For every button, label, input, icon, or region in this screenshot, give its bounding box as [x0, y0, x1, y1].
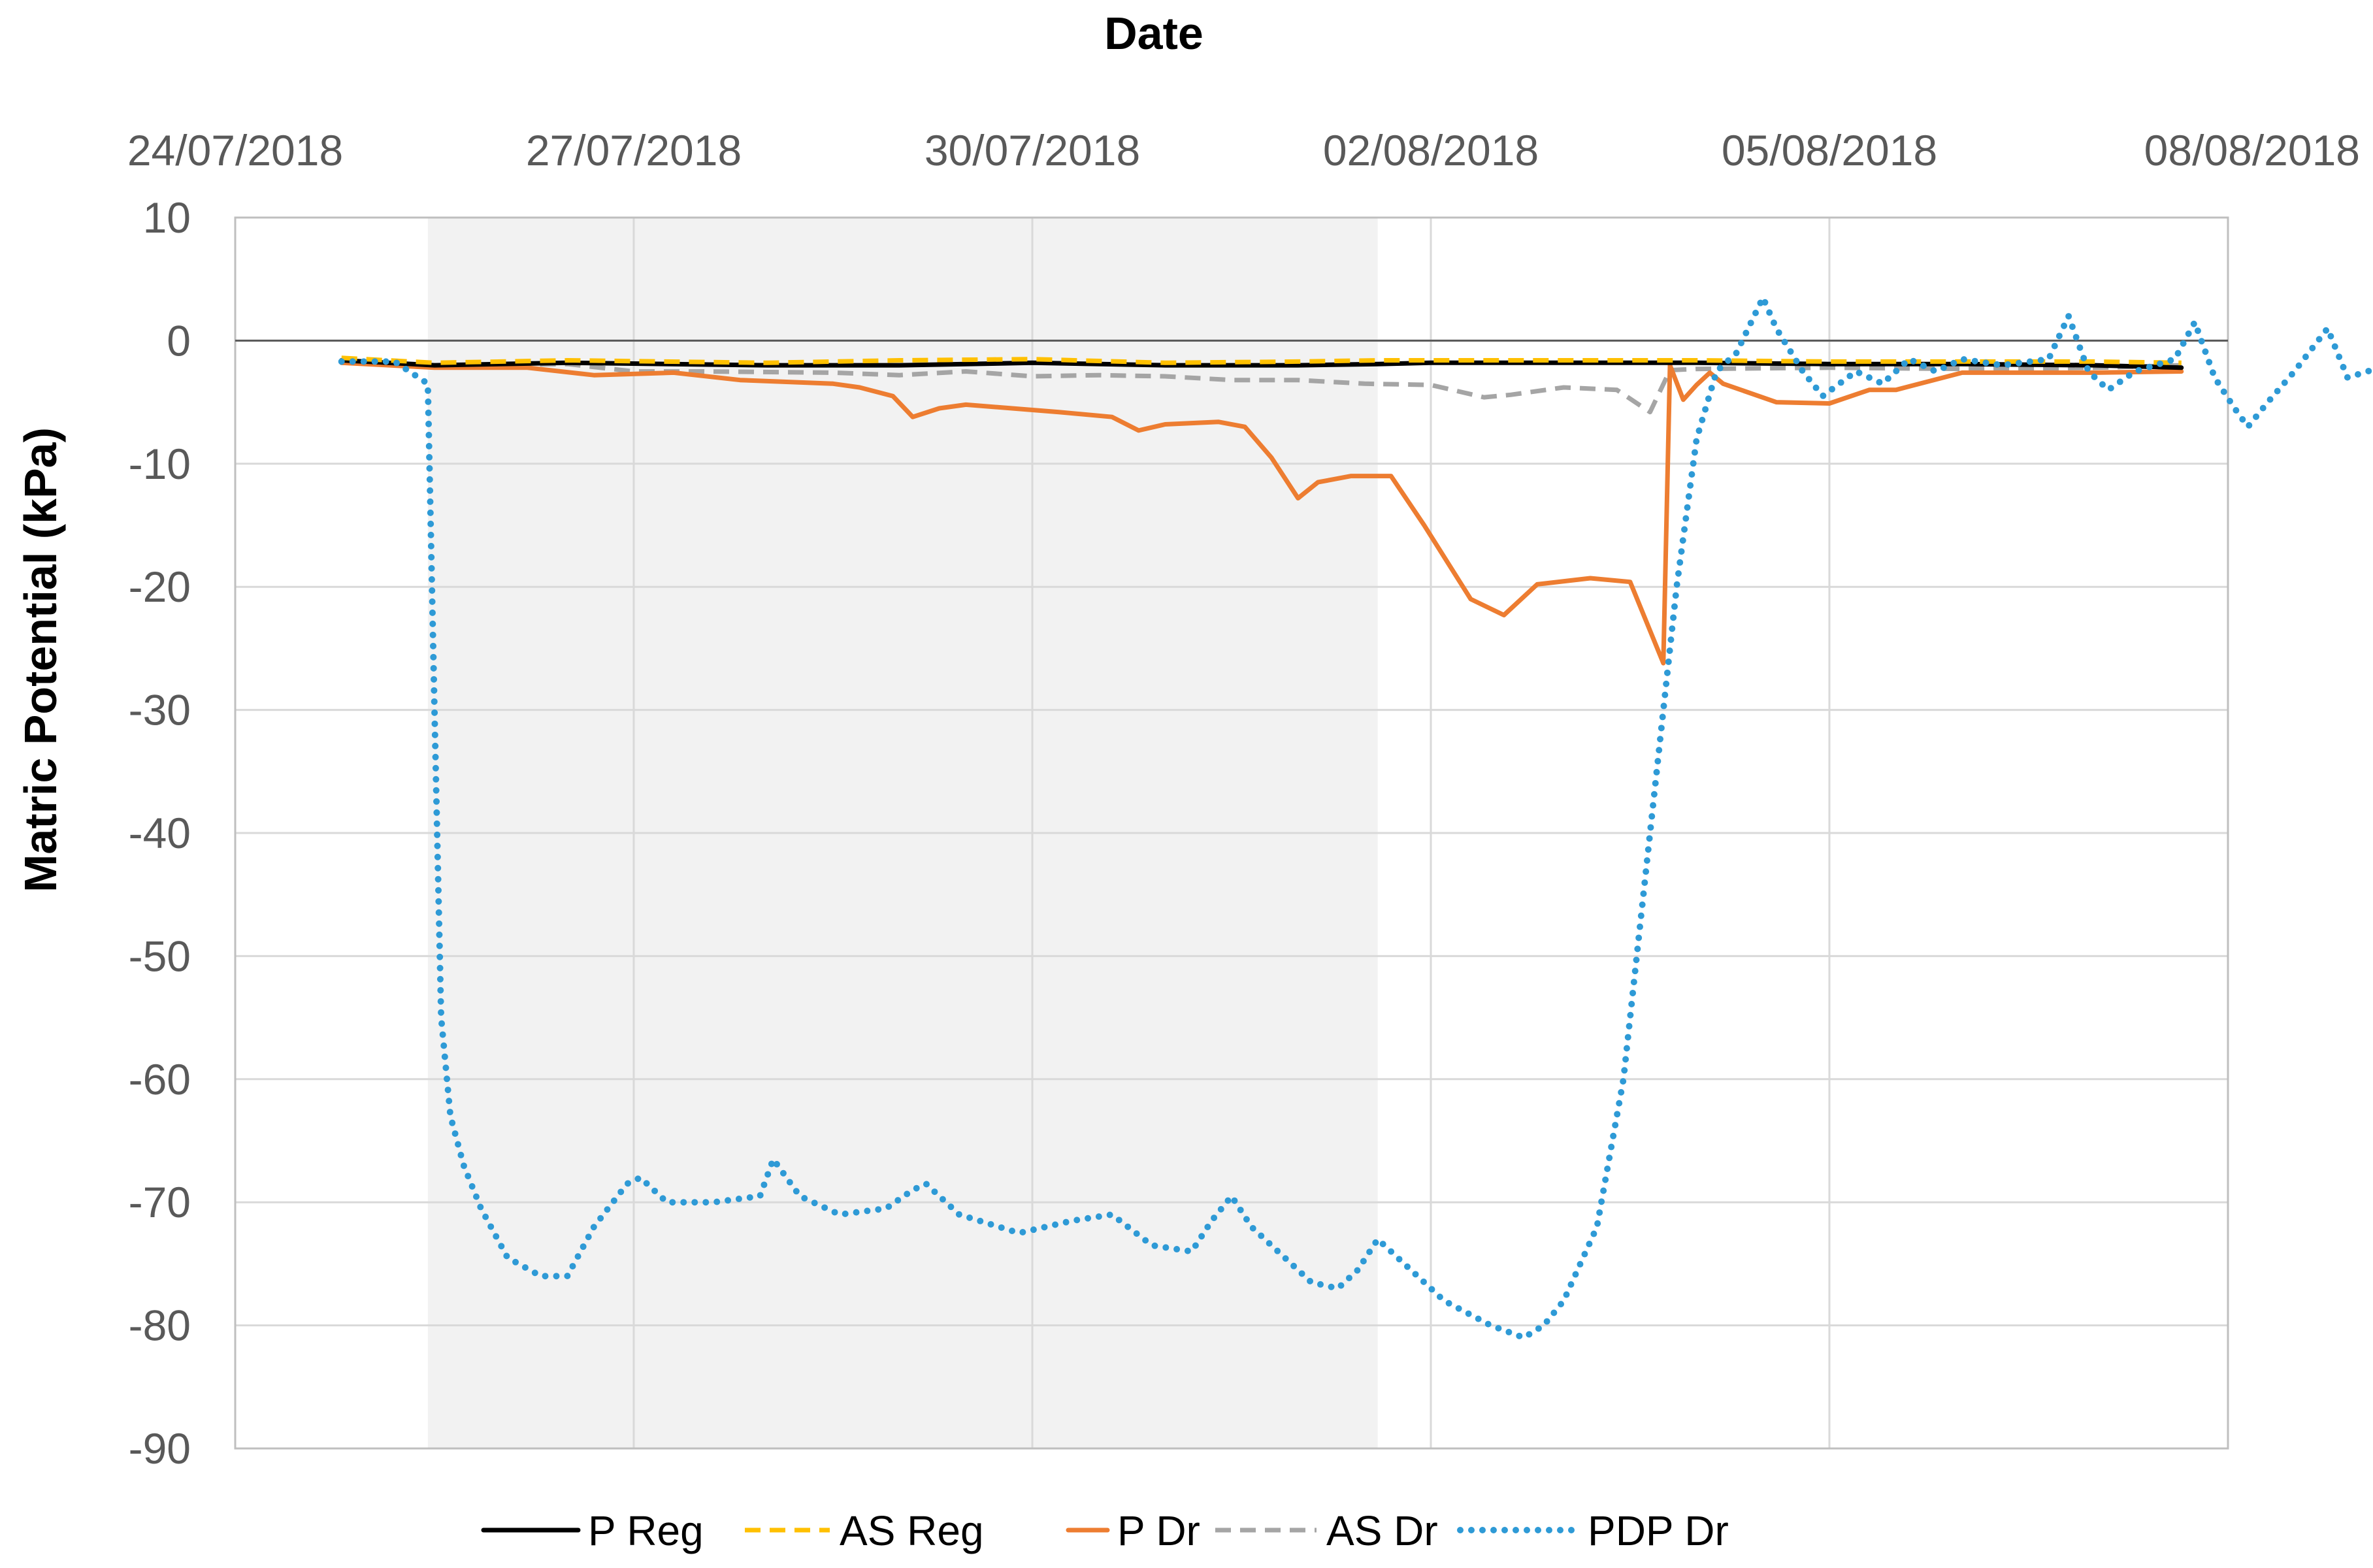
- x-axis-title: Date: [1104, 8, 1203, 59]
- x-tick-label: 27/07/2018: [526, 126, 742, 174]
- series-line-p-reg: [339, 358, 2184, 370]
- series-line-p-dr: [339, 360, 2184, 666]
- x-tick-label: 24/07/2018: [127, 126, 343, 174]
- y-tick-label: -70: [129, 1178, 191, 1226]
- y-tick-label: -60: [129, 1055, 191, 1103]
- legend-label-as-reg: AS Reg: [840, 1507, 984, 1554]
- y-tick-label: -20: [129, 563, 191, 611]
- legend-label-p-dr: P Dr: [1117, 1507, 1200, 1554]
- x-axis-tick-labels: 24/07/2018 27/07/2018 30/07/2018 02/08/2018…: [127, 126, 2360, 174]
- legend-label-as-dr: AS Dr: [1326, 1507, 1438, 1554]
- x-tick-label: 02/08/2018: [1323, 126, 1539, 174]
- series-lines: [338, 294, 2373, 1341]
- series-line-as-dr: [341, 360, 2182, 415]
- legend-label-pdp-dr: PDP Dr: [1588, 1507, 1729, 1554]
- x-tick-label: 30/07/2018: [925, 126, 1140, 174]
- x-tick-label: 05/08/2018: [1722, 126, 1937, 174]
- legend-label-p-reg: P Reg: [588, 1507, 704, 1554]
- y-tick-label: -50: [129, 932, 191, 980]
- x-tick-label: 08/08/2018: [2144, 126, 2360, 174]
- y-axis-tick-labels: 10 0 -10 -20 -30 -40 -50 -60 -70 -80 -90: [129, 193, 191, 1473]
- y-tick-label: -80: [129, 1301, 191, 1350]
- y-tick-label: -40: [129, 809, 191, 857]
- plot-area-border: [234, 216, 2229, 1450]
- legend: P Reg AS Reg P Dr AS Dr PDP Dr: [481, 1507, 1729, 1554]
- series-line-as-reg: [341, 355, 2182, 365]
- y-axis-title: Matric Potential (kPa): [15, 427, 66, 892]
- y-tick-label: 0: [167, 316, 191, 365]
- y-tick-label: 10: [143, 193, 191, 242]
- y-tick-label: -10: [129, 440, 191, 488]
- y-tick-label: -30: [129, 686, 191, 734]
- y-tick-label: -90: [129, 1424, 191, 1473]
- series-line-pdp-dr: [338, 294, 2373, 1341]
